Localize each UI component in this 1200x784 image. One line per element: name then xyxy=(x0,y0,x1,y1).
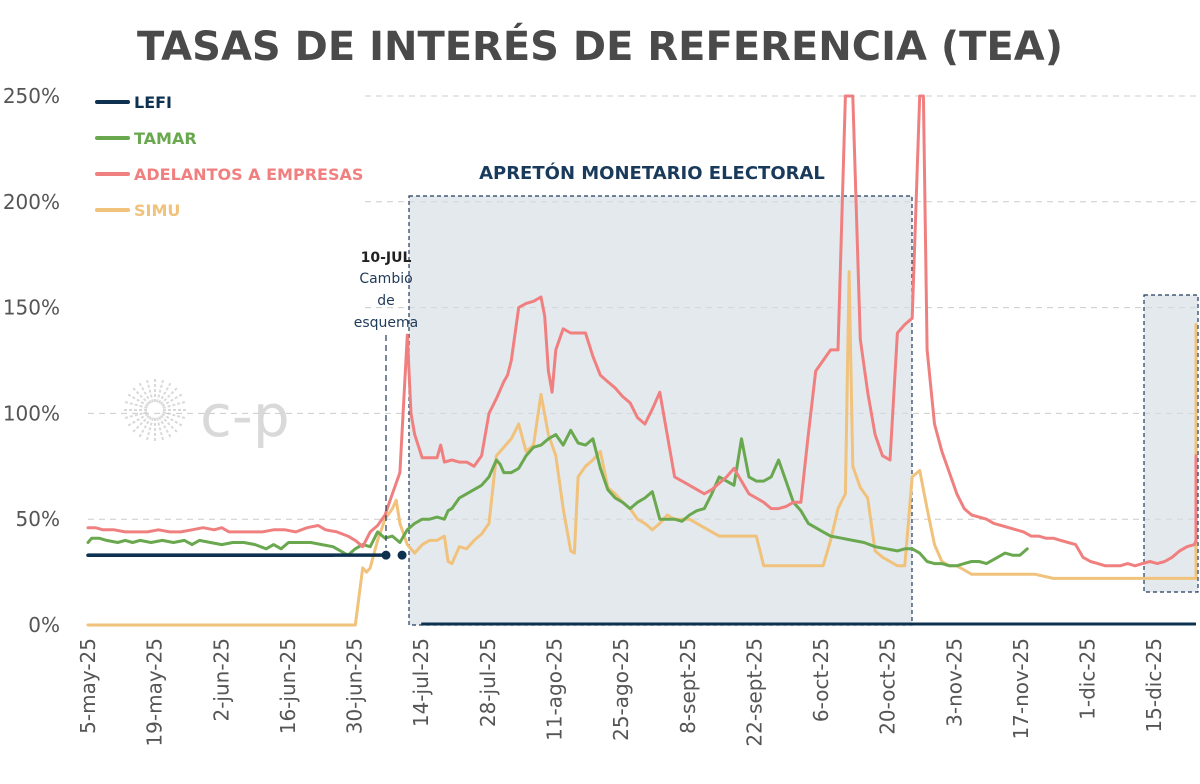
logo-ray xyxy=(158,416,172,439)
band-label: APRETÓN MONETARIO ELECTORAL xyxy=(479,162,825,184)
logo-ray xyxy=(159,414,179,434)
logo-ray xyxy=(145,417,154,442)
y-tick-label: 150% xyxy=(3,296,60,320)
series-line-simu xyxy=(86,270,1198,627)
logo-ray xyxy=(156,378,165,403)
x-tick-label: 8-sept-25 xyxy=(676,638,700,734)
x-tick-label: 1-dic-25 xyxy=(1076,638,1100,720)
x-tick-label: 25-ago-25 xyxy=(609,638,633,741)
x-axis-tick-labels: 5-may-25 19-may-25 2-jun-25 16-jun-25 30-jun… xyxy=(76,638,1166,747)
highlight-bands xyxy=(408,195,1199,626)
x-tick-label: 19-may-25 xyxy=(143,638,167,747)
series-lines xyxy=(86,94,1198,627)
event-text-line-3: esquema xyxy=(354,315,419,331)
watermark-logo-text: c-p xyxy=(200,382,290,450)
legend-label: SIMU xyxy=(134,201,180,220)
legend: LEFI TAMAR ADELANTOS A EMPRESAS SIMU xyxy=(95,93,363,220)
logo-ray xyxy=(123,400,148,409)
legend-label: ADELANTOS A EMPRESAS xyxy=(134,165,363,184)
series-line-tamar xyxy=(86,428,1029,568)
logo-ray xyxy=(131,414,151,434)
x-tick-label: 2-jun-25 xyxy=(209,638,233,722)
x-tick-label: 11-ago-25 xyxy=(542,638,566,741)
logo-ray xyxy=(161,393,184,407)
x-tick-label: 3-nov-25 xyxy=(942,638,966,727)
electoral-tightening-band xyxy=(408,195,913,626)
series-line-adelantos-a-empresas xyxy=(86,94,1198,568)
logo-ray xyxy=(161,413,184,427)
logo-ray xyxy=(162,411,187,420)
logo-ray xyxy=(156,417,165,442)
logo-ray xyxy=(126,393,149,407)
x-tick-label: 17-nov-25 xyxy=(1009,638,1033,740)
logo-ray xyxy=(138,381,152,404)
x-tick-label: 5-may-25 xyxy=(76,638,100,734)
y-tick-label: 100% xyxy=(3,401,60,425)
sunburst-logo-icon xyxy=(123,378,187,442)
x-tick-label: 20-oct-25 xyxy=(876,638,900,735)
legend-label: TAMAR xyxy=(134,129,197,148)
event-text-line-2: de xyxy=(377,293,395,309)
annotations: 10-JUL Cambio de esquema APRETÓN MONETAR… xyxy=(354,162,825,548)
x-tick-label: 28-jul-25 xyxy=(476,638,500,727)
logo-ray xyxy=(123,411,148,420)
event-text-line-1: Cambio xyxy=(359,271,412,287)
y-axis-tick-labels: 0% 50% 100% 150% 200% 250% xyxy=(3,84,60,637)
y-tick-label: 50% xyxy=(16,507,60,531)
y-tick-label: 250% xyxy=(3,84,60,108)
x-tick-label: 6-oct-25 xyxy=(809,638,833,722)
x-tick-label: 22-sept-25 xyxy=(742,638,766,747)
logo-ray xyxy=(158,381,172,404)
logo-ray xyxy=(162,400,187,409)
y-tick-label: 200% xyxy=(3,190,60,214)
x-tick-label: 16-jun-25 xyxy=(276,638,300,734)
x-tick-label: 15-dic-25 xyxy=(1142,638,1166,733)
watermark-logo: c-p xyxy=(123,378,290,450)
logo-ray xyxy=(131,386,151,406)
lefi-marker xyxy=(381,550,391,560)
lefi-end-marker xyxy=(397,550,407,560)
x-tick-label: 30-jun-25 xyxy=(343,638,367,734)
logo-ray xyxy=(159,386,179,406)
logo-ray xyxy=(126,413,149,427)
y-tick-label: 0% xyxy=(28,613,60,637)
legend-label: LEFI xyxy=(134,93,172,112)
x-tick-label: 14-jul-25 xyxy=(409,638,433,727)
event-date-label: 10-JUL xyxy=(361,250,412,266)
chart-title: TASAS DE INTERÉS DE REFERENCIA (TEA) xyxy=(137,22,1063,70)
logo-ray xyxy=(138,416,152,439)
logo-ray xyxy=(145,378,154,403)
year-end-band xyxy=(1143,294,1199,593)
